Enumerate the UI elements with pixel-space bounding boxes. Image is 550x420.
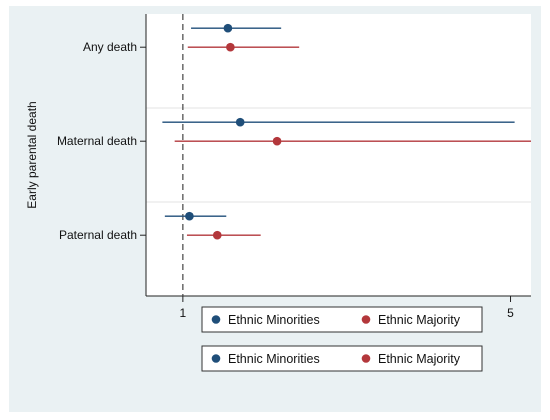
- point-estimate: [223, 23, 233, 33]
- legend-marker: [211, 315, 221, 324]
- point-estimate: [212, 230, 222, 240]
- legend-label: Ethnic Majority: [378, 313, 461, 327]
- y-tick-label: Paternal death: [59, 228, 137, 242]
- legend-marker: [361, 315, 371, 324]
- plot-area: [146, 14, 531, 296]
- legend-label: Ethnic Minorities: [228, 352, 320, 366]
- point-estimate: [185, 211, 194, 221]
- x-tick-label: 5: [507, 306, 514, 320]
- legend-marker: [211, 354, 221, 363]
- point-estimate: [272, 136, 282, 146]
- chart-frame: 1 5 Early parental death Any death Maternal …: [9, 6, 541, 412]
- legend-inner: Ethnic Minorities Ethnic Majority: [201, 306, 483, 333]
- legend-box: [201, 345, 483, 372]
- legend-outer: Ethnic Minorities Ethnic Majority: [201, 345, 483, 372]
- y-tick-label: Maternal death: [57, 134, 137, 148]
- x-tick-label: 1: [180, 306, 187, 320]
- legend-label: Ethnic Minorities: [228, 313, 320, 327]
- point-estimate: [226, 42, 235, 52]
- legend-box: [201, 306, 483, 333]
- y-axis-title: Early parental death: [25, 101, 39, 208]
- legend-marker: [361, 354, 371, 363]
- y-tick-label: Any death: [83, 40, 137, 54]
- forest-plot: 1 5 Early parental death Any death Maternal …: [25, 14, 531, 372]
- point-estimate: [235, 117, 245, 127]
- legend-label: Ethnic Majority: [378, 352, 461, 366]
